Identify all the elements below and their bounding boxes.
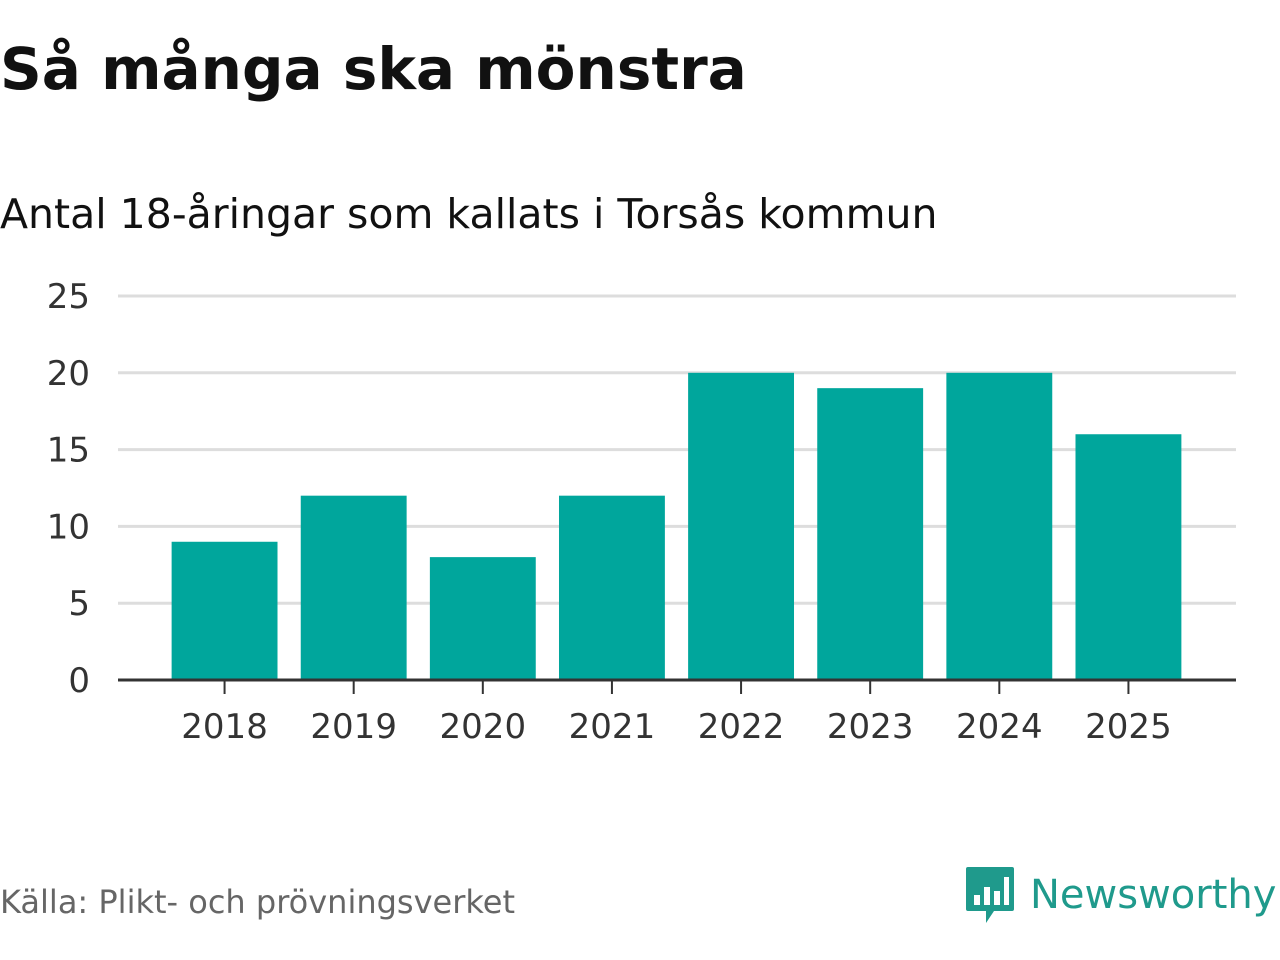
y-tick-label: 15 <box>47 431 90 471</box>
source-note: Källa: Plikt- och prövningsverket <box>0 883 515 921</box>
bar-2023 <box>817 388 924 680</box>
y-tick-label: 25 <box>47 277 90 317</box>
x-axis-tick-labels: 2018 2019 2020 2021 2022 2023 2024 2025 <box>181 707 1171 747</box>
x-tick-label: 2020 <box>440 707 527 747</box>
x-axis <box>118 678 1236 694</box>
gridlines <box>118 294 1236 605</box>
x-tick-label: 2021 <box>569 707 656 747</box>
y-tick-label: 10 <box>47 507 90 547</box>
bar-2018 <box>171 541 278 680</box>
bar-2020 <box>429 557 536 680</box>
x-tick-label: 2023 <box>827 707 914 747</box>
brand-logo: Newsworthy <box>964 865 1276 925</box>
x-tick-label: 2019 <box>310 707 397 747</box>
y-tick-label: 5 <box>68 584 90 624</box>
brand-name: Newsworthy <box>1030 872 1277 918</box>
bar-2021 <box>558 495 665 680</box>
bar-2025 <box>1075 434 1182 680</box>
y-axis-tick-labels: 0 5 10 15 20 25 <box>47 277 90 701</box>
chart-subtitle: Antal 18-åringar som kallats i Torsås ko… <box>0 190 938 238</box>
x-tick-label: 2022 <box>698 707 785 747</box>
x-tick-label: 2025 <box>1085 707 1172 747</box>
bar-2019 <box>300 495 407 680</box>
chart-title: Så många ska mönstra <box>0 35 747 103</box>
newsworthy-logo-icon <box>966 867 1014 923</box>
bar-2024 <box>946 372 1053 680</box>
bars <box>171 372 1182 680</box>
x-tick-label: 2024 <box>956 707 1043 747</box>
y-tick-label: 0 <box>68 661 90 701</box>
bar-2022 <box>688 372 795 680</box>
y-tick-label: 20 <box>47 354 90 394</box>
x-tick-label: 2018 <box>181 707 268 747</box>
